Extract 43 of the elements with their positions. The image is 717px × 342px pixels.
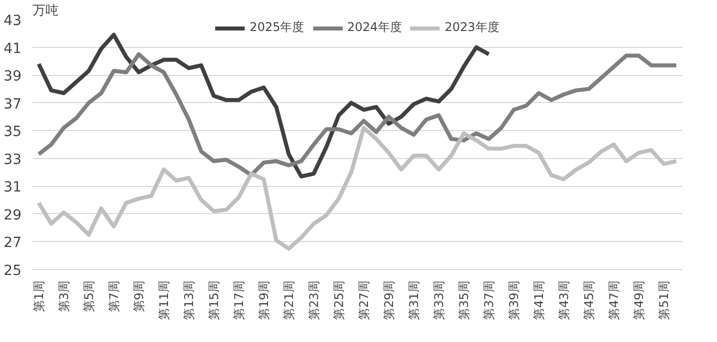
x-tick-label: 第27周 — [356, 280, 371, 320]
y-tick-label: 39 — [4, 68, 22, 85]
x-tick-label: 第39周 — [506, 280, 521, 320]
y-tick-label: 37 — [4, 96, 22, 112]
x-tick-label: 第41周 — [532, 280, 546, 320]
x-tick-label: 第51周 — [656, 280, 671, 320]
legend-label: 2024年度 — [347, 19, 402, 36]
x-tick-label: 第21周 — [282, 280, 296, 320]
line-series — [36, 32, 491, 178]
x-tick-label: 第31周 — [406, 280, 421, 320]
y-tick-label: 33 — [4, 152, 22, 168]
legend-label: 2023年度 — [444, 19, 500, 36]
x-tick-label: 第49周 — [632, 280, 646, 320]
x-tick-label: 第23周 — [306, 280, 321, 320]
x-tick-label: 第19周 — [256, 280, 271, 320]
x-tick-label: 第33周 — [432, 280, 446, 320]
y-tick-label: 27 — [4, 235, 22, 252]
x-tick-label: 第25周 — [332, 280, 346, 320]
x-tick-label: 第1周 — [32, 280, 46, 312]
y-tick-label: 35 — [4, 124, 22, 140]
x-tick-label: 第37周 — [482, 280, 496, 320]
x-tick-label: 第15周 — [206, 280, 221, 320]
line-series — [36, 126, 678, 251]
x-tick-label: 第43周 — [556, 280, 571, 320]
y-tick-label: 29 — [4, 207, 22, 224]
x-tick-label: 第7周 — [106, 280, 121, 312]
y-tick-label: 43 — [4, 13, 22, 29]
x-tick-label: 第29周 — [382, 280, 396, 320]
y-tick-label: 31 — [4, 180, 22, 196]
x-tick-label: 第11周 — [156, 280, 171, 320]
y-axis-title: 万吨 — [32, 4, 58, 18]
x-tick-label: 第9周 — [132, 280, 146, 312]
x-tick-label: 第5周 — [82, 280, 96, 312]
y-tick-label: 25 — [4, 263, 22, 279]
x-tick-label: 第13周 — [182, 280, 196, 320]
x-tick-label: 第17周 — [232, 280, 246, 320]
legend-label: 2025年度 — [250, 19, 304, 36]
y-tick-label: 41 — [4, 40, 22, 57]
line-series — [36, 52, 678, 178]
x-tick-label: 第35周 — [456, 280, 471, 320]
x-tick-label: 第45周 — [582, 280, 596, 320]
x-tick-label: 第47周 — [606, 280, 621, 320]
x-tick-label: 第3周 — [56, 280, 71, 312]
